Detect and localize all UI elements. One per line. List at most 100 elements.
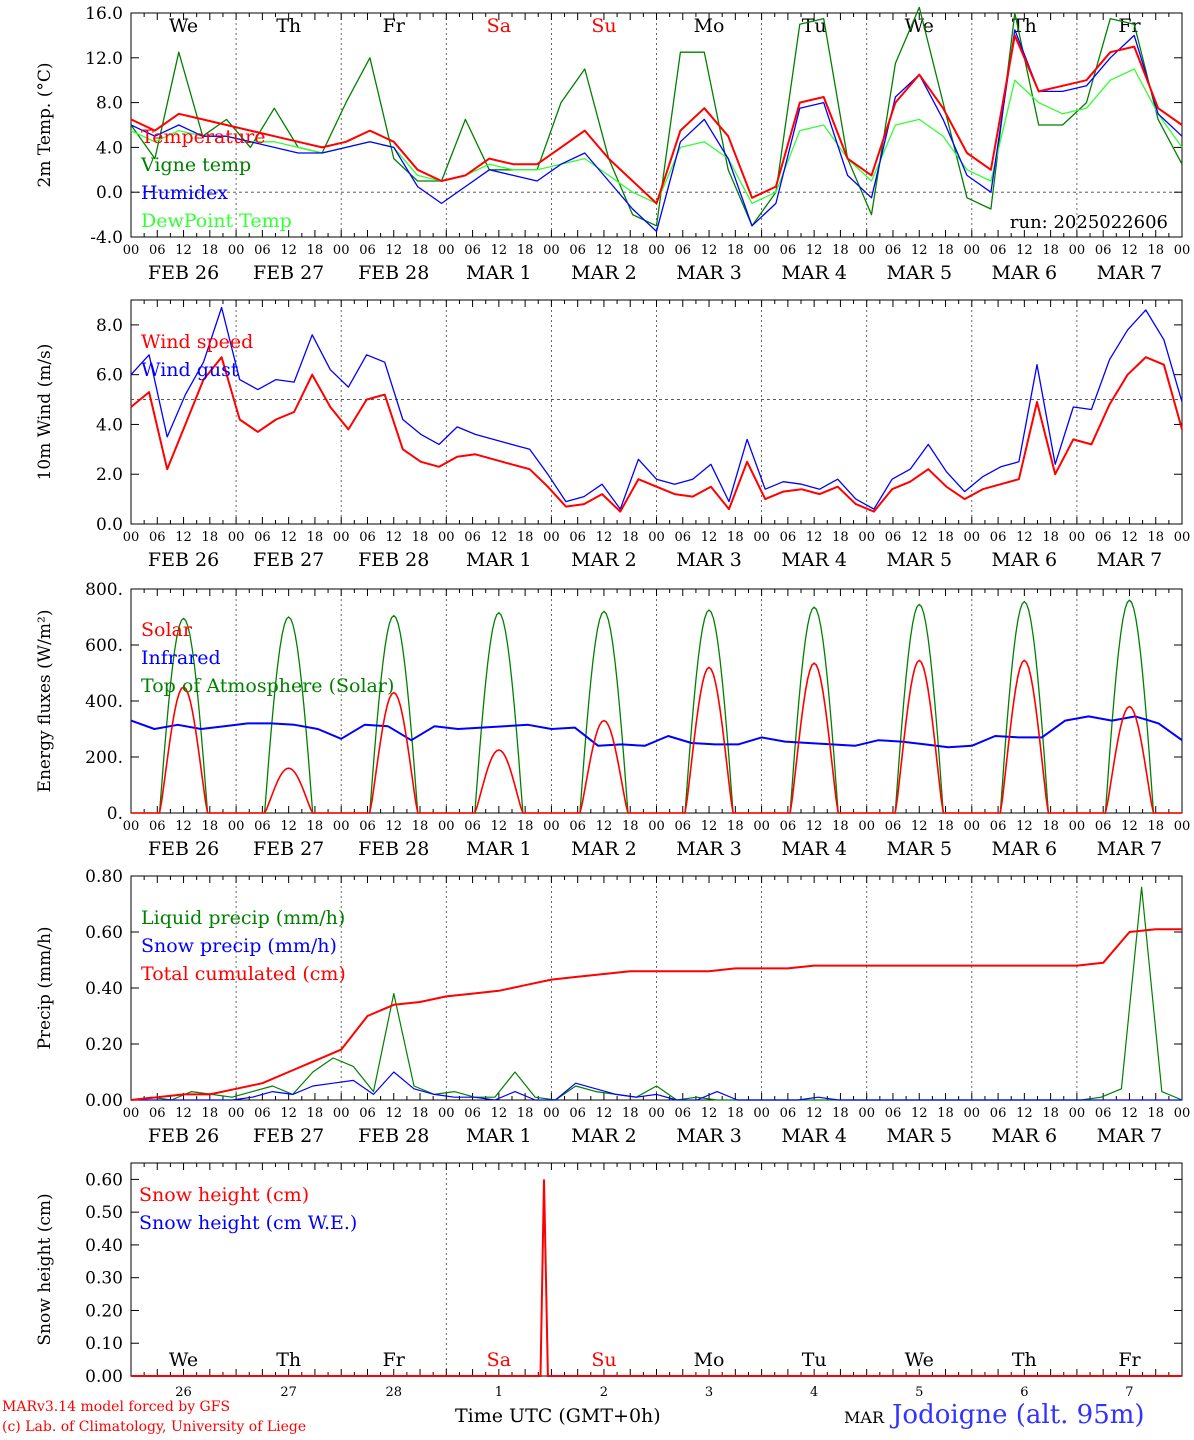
x-hour-label: 06 [675, 819, 692, 834]
x-date-label: FEB 26 [148, 262, 219, 284]
weekday-label: Tu [802, 15, 827, 37]
x-hour-label: 12 [806, 530, 823, 545]
x-hour-label: 12 [280, 530, 297, 545]
x-hour-label: 00 [438, 819, 455, 834]
x-hour-label: 00 [1174, 1106, 1191, 1121]
x-hour-label: 18 [307, 530, 324, 545]
x-hour-label: 06 [990, 530, 1007, 545]
x-hour-label: 18 [832, 243, 849, 258]
y-axis-label: Precip (mm/h) [35, 926, 55, 1049]
run-label: run: 2025022606 [1010, 212, 1168, 233]
legend-entry: Liquid precip (mm/h) [141, 907, 345, 929]
y-tick-label: 4.0 [96, 138, 123, 158]
series-line-infrared [130, 715, 1183, 749]
day-number-label: 1 [495, 1385, 503, 1400]
x-hour-label: 06 [569, 243, 586, 258]
x-date-label: MAR 3 [676, 549, 742, 571]
x-date-label: MAR 4 [781, 549, 847, 571]
x-hour-label: 06 [990, 1106, 1007, 1121]
x-date-label: MAR 6 [992, 1125, 1058, 1147]
x-date-label: MAR 1 [466, 1125, 532, 1147]
x-hour-label: 06 [254, 530, 271, 545]
y-tick-label: 0.60 [85, 1170, 123, 1190]
x-hour-label: 18 [517, 530, 534, 545]
x-hour-label: 00 [543, 243, 560, 258]
weekday-label: Fr [1118, 1349, 1141, 1371]
x-hour-label: 18 [622, 530, 639, 545]
x-hour-label: 18 [1147, 243, 1164, 258]
y-tick-label: 0.30 [85, 1269, 123, 1289]
x-hour-label: 06 [359, 819, 376, 834]
weekday-label: Th [1012, 1349, 1037, 1371]
x-hour-label: 00 [333, 1106, 350, 1121]
x-hour-label: 18 [412, 1106, 429, 1121]
x-hour-label: 18 [1042, 530, 1059, 545]
legend-entry: Snow height (cm) [139, 1184, 309, 1206]
weekday-label: Fr [383, 15, 406, 37]
x-hour-label: 06 [885, 243, 902, 258]
footer-month-label: MAR [844, 1408, 884, 1427]
x-hour-label: 18 [727, 1106, 744, 1121]
x-hour-label: 12 [175, 530, 192, 545]
x-date-label: FEB 28 [358, 1125, 429, 1147]
x-hour-label: 00 [964, 1106, 981, 1121]
x-date-label: FEB 26 [148, 1125, 219, 1147]
x-hour-label: 06 [254, 243, 271, 258]
x-hour-label: 12 [491, 819, 508, 834]
x-hour-label: 18 [1147, 530, 1164, 545]
station-name: Jodoigne (alt. 95m) [892, 1400, 1145, 1430]
x-hour-label: 18 [727, 243, 744, 258]
y-tick-label: 0.0 [96, 515, 123, 535]
x-hour-label: 00 [228, 243, 245, 258]
y-axis-label: Snow height (cm) [35, 1193, 55, 1345]
x-date-label: MAR 7 [1097, 549, 1163, 571]
x-hour-label: 18 [727, 819, 744, 834]
x-hour-label: 00 [964, 243, 981, 258]
x-hour-label: 06 [359, 243, 376, 258]
y-tick-label: 0.50 [85, 1203, 123, 1223]
x-hour-label: 00 [648, 243, 665, 258]
y-tick-label: 0.0 [96, 183, 123, 203]
x-hour-label: 18 [412, 530, 429, 545]
panel-5: 0.00 0.10 0.20 0.30 0.40 0.50 0.60 Snow height … [35, 1162, 1183, 1400]
legend-entry: Wind gust [141, 359, 239, 381]
y-tick-label: 2.0 [96, 465, 123, 485]
x-hour-label: 00 [648, 819, 665, 834]
x-hour-label: 12 [491, 530, 508, 545]
x-hour-label: 18 [202, 819, 219, 834]
x-hour-label: 00 [543, 1106, 560, 1121]
x-hour-label: 06 [569, 1106, 586, 1121]
x-hour-label: 00 [1069, 819, 1086, 834]
x-hour-label: 06 [464, 819, 481, 834]
day-number-label: 26 [175, 1385, 192, 1400]
y-tick-label: 0.60 [85, 923, 123, 943]
weekday-label: Su [591, 15, 616, 37]
x-hour-label: 12 [1121, 243, 1138, 258]
day-number-label: 3 [705, 1385, 713, 1400]
x-hour-label: 18 [832, 530, 849, 545]
x-hour-label: 18 [307, 243, 324, 258]
x-hour-label: 06 [780, 819, 797, 834]
x-hour-label: 06 [780, 1106, 797, 1121]
y-tick-label: -4.0 [90, 228, 123, 248]
x-hour-label: 18 [517, 243, 534, 258]
x-date-label: FEB 26 [148, 838, 219, 860]
x-hour-label: 00 [543, 819, 560, 834]
x-hour-label: 06 [1095, 243, 1112, 258]
x-hour-label: 06 [359, 530, 376, 545]
x-hour-label: 18 [832, 819, 849, 834]
day-number-label: 2 [600, 1385, 608, 1400]
x-hour-label: 00 [438, 530, 455, 545]
x-hour-label: 12 [491, 1106, 508, 1121]
x-hour-label: 12 [175, 243, 192, 258]
x-date-label: MAR 3 [676, 262, 742, 284]
y-tick-label: 0.10 [85, 1334, 123, 1354]
x-hour-label: 18 [412, 243, 429, 258]
y-tick-label: 400. [85, 692, 123, 712]
y-tick-label: 0. [107, 804, 123, 824]
x-date-label: MAR 7 [1097, 838, 1163, 860]
x-hour-label: 06 [464, 243, 481, 258]
x-hour-label: 06 [149, 1106, 166, 1121]
x-hour-label: 12 [175, 819, 192, 834]
